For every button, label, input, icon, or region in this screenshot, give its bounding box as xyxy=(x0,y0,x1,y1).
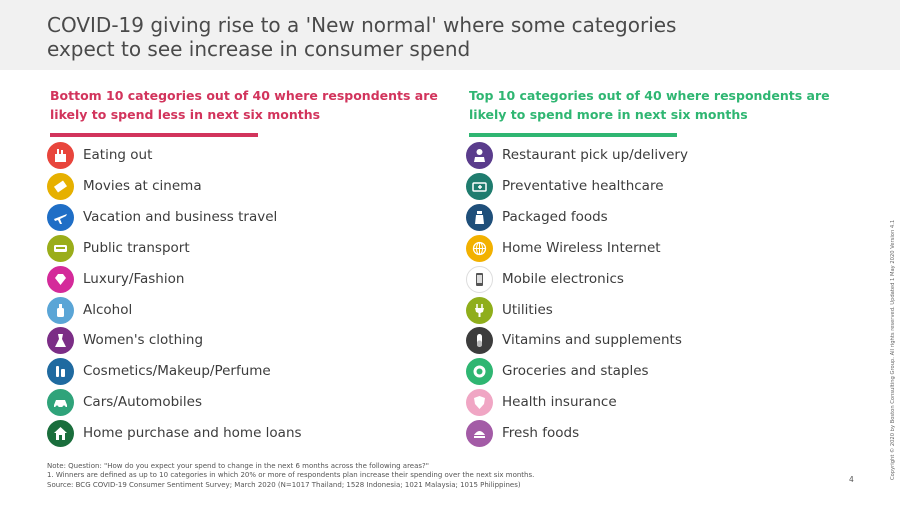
packaged-food-icon xyxy=(466,203,493,231)
copyright-notice: Copyright © 2020 by Boston Consulting Gr… xyxy=(890,219,896,480)
bus-icon xyxy=(47,234,74,262)
spend-more-heading: Top 10 categories out of 40 where respon… xyxy=(469,88,830,122)
spend-less-item: Alcohol xyxy=(47,296,427,325)
spend-more-item-label: Utilities xyxy=(502,301,553,318)
spend-more-item: Packaged foods xyxy=(466,203,846,232)
diamond-icon xyxy=(47,265,74,293)
spend-less-item: Public transport xyxy=(47,234,427,263)
spend-more-item-label: Vitamins and supplements xyxy=(502,332,682,349)
spend-less-item: Eating out xyxy=(47,142,427,170)
shield-icon xyxy=(466,389,493,417)
cosmetics-icon xyxy=(47,358,74,386)
spend-less-item-label: Home purchase and home loans xyxy=(83,425,302,442)
bottle-icon xyxy=(47,296,74,324)
spend-more-item: Vitamins and supplements xyxy=(466,327,846,355)
spend-more-item-label: Fresh foods xyxy=(502,425,580,442)
house-icon xyxy=(47,420,74,448)
footnotes: Note: Question: "How do you expect your … xyxy=(47,462,827,490)
spend-more-item-label: Preventative healthcare xyxy=(502,177,664,194)
spend-more-item-label: Health insurance xyxy=(502,394,617,411)
spend-less-item: Movies at cinema xyxy=(47,172,427,201)
dress-icon xyxy=(47,327,74,355)
spend-more-item-label: Restaurant pick up/delivery xyxy=(502,147,688,163)
spend-more-item: Restaurant pick up/delivery xyxy=(466,142,846,170)
spend-more-item-label: Groceries and staples xyxy=(502,363,649,380)
spend-less-item-label: Public transport xyxy=(83,239,190,256)
eating-out-icon xyxy=(47,142,74,169)
spend-less-item-label: Eating out xyxy=(83,147,153,163)
fresh-food-icon xyxy=(466,420,493,448)
spend-more-item-label: Home Wireless Internet xyxy=(502,239,661,256)
spend-more-item: Health insurance xyxy=(466,389,846,417)
spend-less-item: Cars/Automobiles xyxy=(47,389,427,417)
spend-less-item-label: Luxury/Fashion xyxy=(83,270,185,287)
spend-more-item: Fresh foods xyxy=(466,420,846,448)
spend-more-underline xyxy=(469,133,677,137)
spend-less-underline xyxy=(50,133,258,137)
spend-less-item: Cosmetics/Makeup/Perfume xyxy=(47,358,427,386)
page-number: 4 xyxy=(849,475,854,484)
spend-less-item-label: Cars/Automobiles xyxy=(83,394,202,411)
spend-less-heading: Bottom 10 categories out of 40 where res… xyxy=(50,88,438,122)
spend-less-item: Vacation and business travel xyxy=(47,203,427,232)
capsule-icon xyxy=(466,327,493,355)
spend-less-item-label: Vacation and business travel xyxy=(83,208,278,225)
page-title: COVID-19 giving rise to a 'New normal' w… xyxy=(47,13,677,61)
ambulance-icon xyxy=(466,172,493,200)
spend-more-item: Home Wireless Internet xyxy=(466,234,846,263)
spend-less-column: Bottom 10 categories out of 40 where res… xyxy=(47,86,445,448)
spend-more-item-label: Mobile electronics xyxy=(502,270,624,287)
footnote-definition: 1. Winners are defined as up to 10 categ… xyxy=(47,471,535,480)
delivery-person-icon xyxy=(466,142,493,169)
grocery-icon xyxy=(466,358,493,386)
spend-more-item: Mobile electronics xyxy=(466,265,846,294)
title-bar: COVID-19 giving rise to a 'New normal' w… xyxy=(0,0,900,70)
airplane-icon xyxy=(47,203,74,231)
spend-less-item-label: Cosmetics/Makeup/Perfume xyxy=(83,363,271,380)
mobile-phone-icon xyxy=(466,265,493,293)
spend-more-item-label: Packaged foods xyxy=(502,208,608,225)
spend-less-item-label: Women's clothing xyxy=(83,332,204,349)
spend-less-item: Luxury/Fashion xyxy=(47,265,427,294)
spend-less-item: Home purchase and home loans xyxy=(47,420,427,448)
globe-icon xyxy=(466,234,493,262)
spend-less-item: Women's clothing xyxy=(47,327,427,355)
spend-more-item: Groceries and staples xyxy=(466,358,846,386)
spend-more-column: Top 10 categories out of 40 where respon… xyxy=(466,86,864,448)
spend-less-item-label: Movies at cinema xyxy=(83,177,202,194)
spend-less-item-label: Alcohol xyxy=(83,301,133,318)
ticket-icon xyxy=(47,172,74,200)
car-icon xyxy=(47,389,74,417)
plug-icon xyxy=(466,296,493,324)
footnote-question: Note: Question: "How do you expect your … xyxy=(47,462,429,470)
spend-more-item: Utilities xyxy=(466,296,846,325)
footnote-source: Source: BCG COVID-19 Consumer Sentiment … xyxy=(47,480,521,489)
spend-more-item: Preventative healthcare xyxy=(466,172,846,201)
